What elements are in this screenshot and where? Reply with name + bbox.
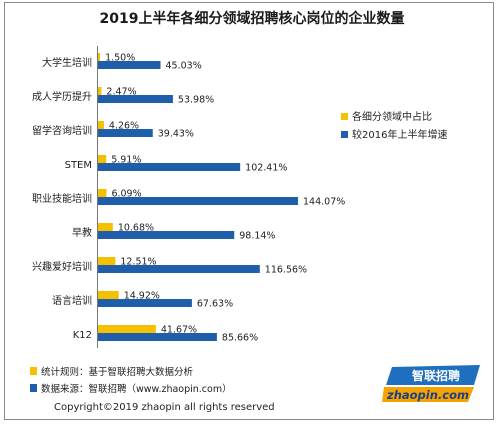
legend-label: 较2016年上半年增速: [352, 128, 447, 141]
logo-en-text: zhaopin.com: [386, 388, 469, 402]
bar-share: [98, 121, 104, 129]
data-label: 6.09%: [111, 189, 141, 200]
data-label: 4.26%: [109, 121, 139, 132]
footnote-marker: [30, 384, 37, 392]
logo-emblem-icon: 智联招聘 zhaopin.com: [382, 365, 480, 402]
category-label: 兴趣爱好培训: [32, 260, 92, 273]
legend-swatch: [341, 131, 348, 138]
copyright-text: Copyright©2019 zhaopin all rights reserv…: [54, 402, 275, 413]
category-label: K12: [73, 330, 92, 341]
logo-cn-text: 智联招聘: [411, 368, 460, 383]
footnote-marker: [30, 367, 37, 375]
data-label: 10.68%: [118, 223, 154, 234]
category-label: STEM: [65, 160, 92, 171]
footnote-text: 数据来源：智联招聘（www.zhaopin.com）: [41, 383, 232, 395]
footnotes: 统计规则：基于智联招聘大数据分析数据来源：智联招聘（www.zhaopin.co…: [30, 366, 232, 395]
footnote-text: 统计规则：基于智联招聘大数据分析: [41, 366, 194, 378]
bar-share: [98, 291, 119, 299]
bar-share: [98, 87, 102, 95]
data-label: 2.47%: [106, 87, 136, 98]
category-label: 成人学历提升: [32, 90, 92, 103]
data-label: 41.67%: [161, 325, 197, 336]
bar-growth: [98, 197, 298, 205]
bars-layer: 大学生培训 1.50% 45.03% 成人学历提升 2.47% 53.98% 留学咨询培训 4…: [32, 53, 345, 344]
bar-share: [98, 223, 113, 231]
legend-swatch: [341, 113, 348, 120]
data-label: 67.63%: [197, 299, 233, 310]
category-label: 职业技能培训: [32, 192, 92, 205]
bar-share: [98, 189, 107, 197]
data-label: 5.91%: [111, 155, 141, 166]
bar-growth: [98, 231, 235, 239]
category-label: 留学咨询培训: [32, 124, 92, 137]
data-label: 116.56%: [265, 265, 307, 276]
zhaopin-logo: 智联招聘 zhaopin.com: [382, 365, 480, 402]
bar-growth: [98, 95, 173, 103]
data-label: 12.51%: [120, 257, 156, 268]
data-label: 53.98%: [178, 95, 214, 106]
bar-share: [98, 53, 101, 61]
data-label: 102.41%: [245, 163, 287, 174]
bar-growth: [98, 265, 260, 273]
bar-growth: [98, 61, 161, 69]
legend-label: 各细分领域中占比: [352, 110, 432, 123]
data-label: 98.14%: [239, 231, 275, 242]
data-label: 144.07%: [303, 197, 345, 208]
bar-share: [98, 325, 156, 333]
bar-growth: [98, 299, 192, 307]
chart-frame: [4, 2, 494, 420]
data-label: 39.43%: [158, 129, 194, 140]
data-label: 45.03%: [166, 61, 202, 72]
bar-growth: [98, 333, 217, 341]
bar-share: [98, 155, 107, 163]
data-label: 1.50%: [105, 53, 135, 64]
bar-share: [98, 257, 116, 265]
category-label: 早教: [72, 226, 92, 239]
bar-growth: [98, 163, 241, 171]
bar-growth: [98, 129, 153, 137]
data-label: 14.92%: [124, 291, 160, 302]
chart-title: 2019上半年各细分领域招聘核心岗位的企业数量: [100, 10, 405, 27]
data-label: 85.66%: [222, 333, 258, 344]
category-label: 大学生培训: [42, 56, 92, 69]
category-label: 语言培训: [52, 294, 92, 307]
